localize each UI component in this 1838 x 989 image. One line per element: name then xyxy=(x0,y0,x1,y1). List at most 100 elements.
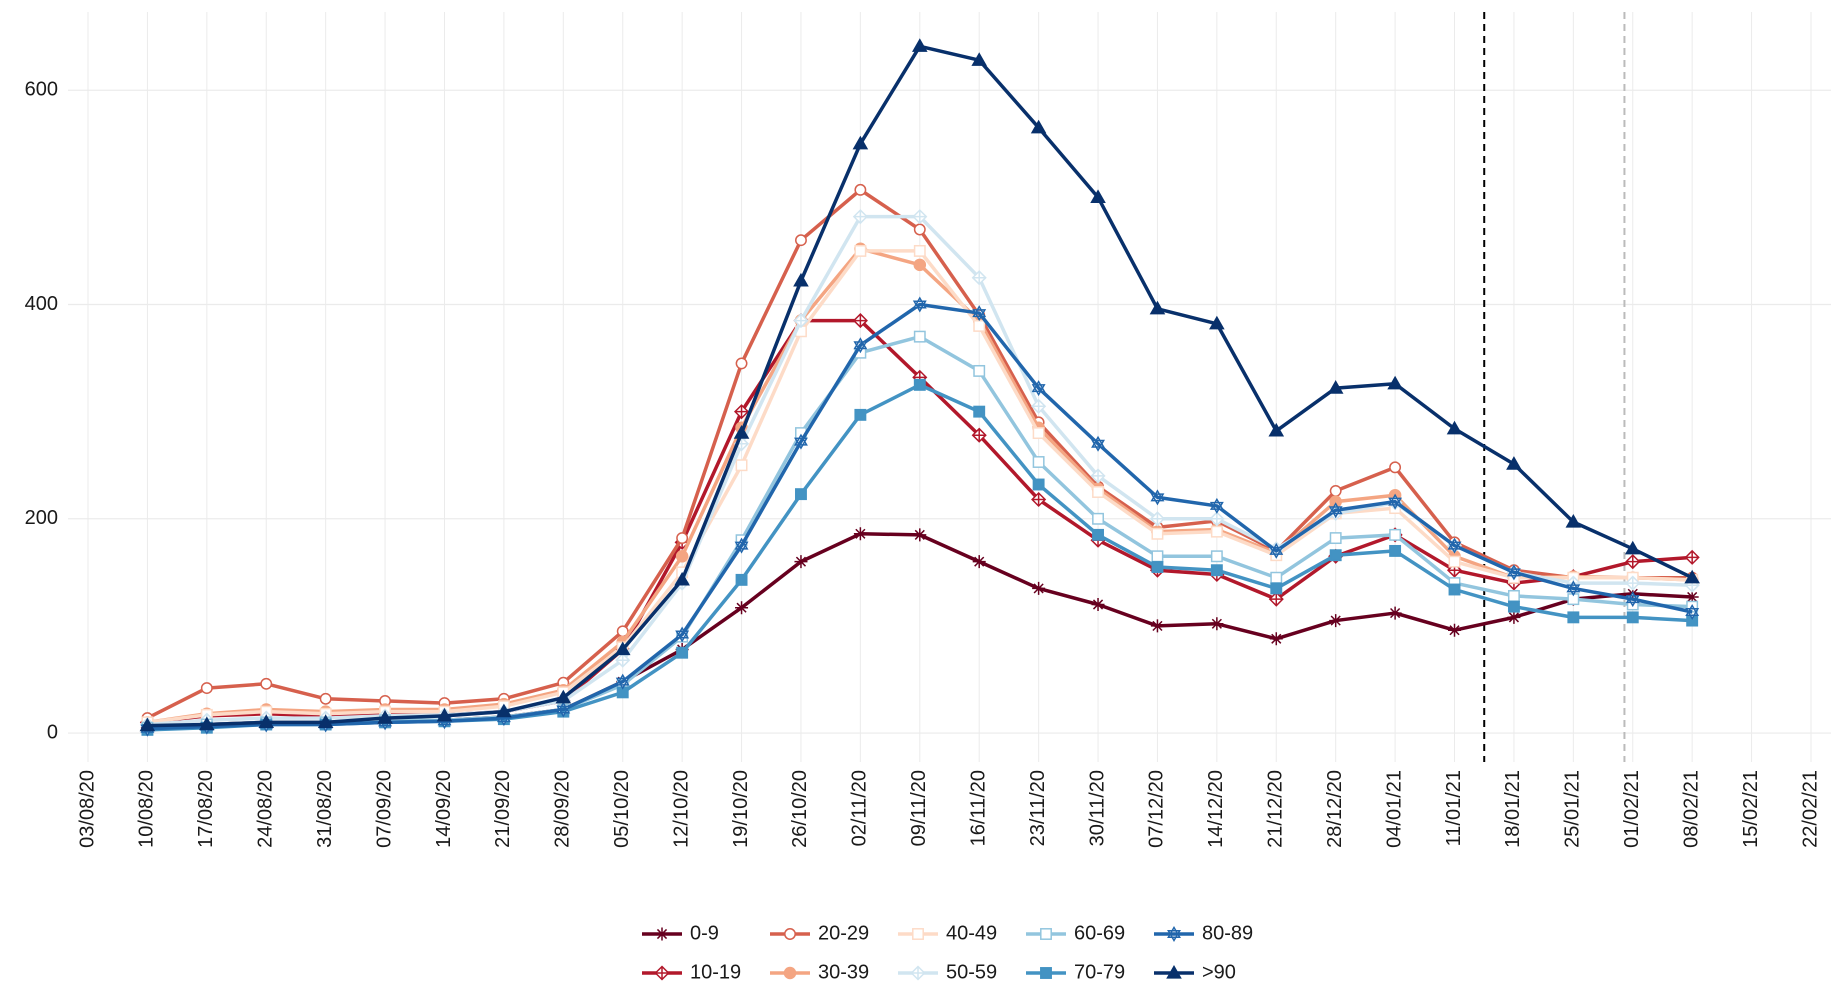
marker xyxy=(675,626,690,643)
marker xyxy=(1150,619,1164,633)
legend-item: 10-19 xyxy=(642,961,741,983)
legend-item: 30-39 xyxy=(770,961,869,983)
marker xyxy=(1389,528,1402,541)
legend-label: 30-39 xyxy=(818,961,869,983)
marker xyxy=(1032,478,1045,491)
marker xyxy=(1684,549,1700,565)
marker xyxy=(1626,611,1639,624)
marker xyxy=(1270,571,1283,584)
x-tick-label: 15/02/21 xyxy=(1740,770,1762,848)
x-tick-label: 25/01/21 xyxy=(1562,770,1584,848)
marker xyxy=(1389,544,1402,557)
marker xyxy=(555,689,572,704)
legend-label: >90 xyxy=(1202,961,1236,983)
marker xyxy=(912,296,927,313)
y-tick-label: 400 xyxy=(25,293,58,315)
legend-item: >90 xyxy=(1154,961,1236,983)
marker xyxy=(1090,468,1106,484)
marker xyxy=(735,573,748,586)
legend-item: 50-59 xyxy=(898,961,997,983)
marker xyxy=(735,357,748,370)
marker xyxy=(795,488,807,501)
x-tick-label: 19/10/20 xyxy=(730,770,752,848)
marker xyxy=(735,459,748,472)
x-tick-label: 28/09/20 xyxy=(552,770,574,848)
marker xyxy=(1685,604,1700,620)
x-tick-label: 26/10/20 xyxy=(789,770,811,848)
marker xyxy=(973,364,986,377)
marker xyxy=(853,527,867,541)
marker xyxy=(1507,589,1520,602)
x-tick-label: 22/02/21 xyxy=(1799,770,1821,848)
marker xyxy=(1269,632,1283,646)
marker xyxy=(1166,964,1182,979)
marker xyxy=(1091,598,1105,611)
x-tick-label: 17/08/20 xyxy=(195,770,217,848)
marker xyxy=(973,319,986,332)
legend-label: 50-59 xyxy=(946,961,997,983)
marker xyxy=(1209,511,1225,527)
marker xyxy=(913,244,926,257)
x-tick-label: 08/02/21 xyxy=(1680,770,1702,848)
legend-label: 70-79 xyxy=(1074,961,1125,983)
marker xyxy=(556,701,571,718)
x-tick-label: 12/10/20 xyxy=(670,770,692,848)
marker xyxy=(1448,555,1461,568)
x-tick-label: 01/02/21 xyxy=(1621,770,1643,848)
marker xyxy=(615,673,630,690)
x-tick-label: 16/11/20 xyxy=(967,770,989,846)
marker xyxy=(913,258,927,272)
marker xyxy=(436,707,453,722)
x-tick-label: 10/08/20 xyxy=(136,770,158,848)
marker xyxy=(615,652,631,668)
marker xyxy=(794,433,808,450)
marker xyxy=(655,927,669,941)
marker xyxy=(972,305,987,322)
marker xyxy=(1210,550,1223,563)
marker xyxy=(1167,926,1181,942)
marker xyxy=(913,330,926,343)
marker xyxy=(853,337,868,354)
marker xyxy=(1565,513,1582,528)
marker xyxy=(1387,375,1403,390)
marker xyxy=(1388,606,1402,620)
y-tick-label: 0 xyxy=(47,721,58,743)
marker xyxy=(1329,484,1342,497)
marker xyxy=(654,965,670,981)
x-tick-label: 07/09/20 xyxy=(373,770,395,848)
marker xyxy=(734,537,749,554)
marker xyxy=(1210,617,1224,631)
legend-item: 60-69 xyxy=(1026,922,1125,944)
marker xyxy=(1149,300,1166,315)
marker xyxy=(971,270,987,286)
marker xyxy=(258,714,275,728)
marker xyxy=(910,965,926,981)
marker xyxy=(912,209,928,225)
marker xyxy=(913,528,927,542)
marker xyxy=(675,550,689,563)
legend-item: 0-9 xyxy=(642,922,719,944)
marker xyxy=(1269,542,1284,559)
x-tick-label: 05/10/20 xyxy=(611,770,633,848)
marker xyxy=(1092,528,1104,541)
marker xyxy=(1567,611,1580,624)
marker xyxy=(735,601,749,615)
marker xyxy=(1506,456,1522,470)
marker xyxy=(733,425,750,439)
x-tick-label: 18/01/21 xyxy=(1502,770,1524,848)
marker xyxy=(971,52,987,66)
marker xyxy=(1625,591,1640,608)
marker xyxy=(676,646,689,659)
marker xyxy=(795,234,807,247)
marker xyxy=(1684,569,1700,584)
line xyxy=(147,302,1693,731)
marker xyxy=(260,677,273,690)
marker xyxy=(1446,420,1463,435)
marker xyxy=(852,135,869,150)
legend-item: 80-89 xyxy=(1154,922,1253,944)
marker xyxy=(1566,580,1581,597)
marker xyxy=(200,682,213,695)
legend-item: 20-29 xyxy=(770,922,869,944)
marker xyxy=(784,928,796,940)
legend-label: 40-49 xyxy=(946,922,997,944)
